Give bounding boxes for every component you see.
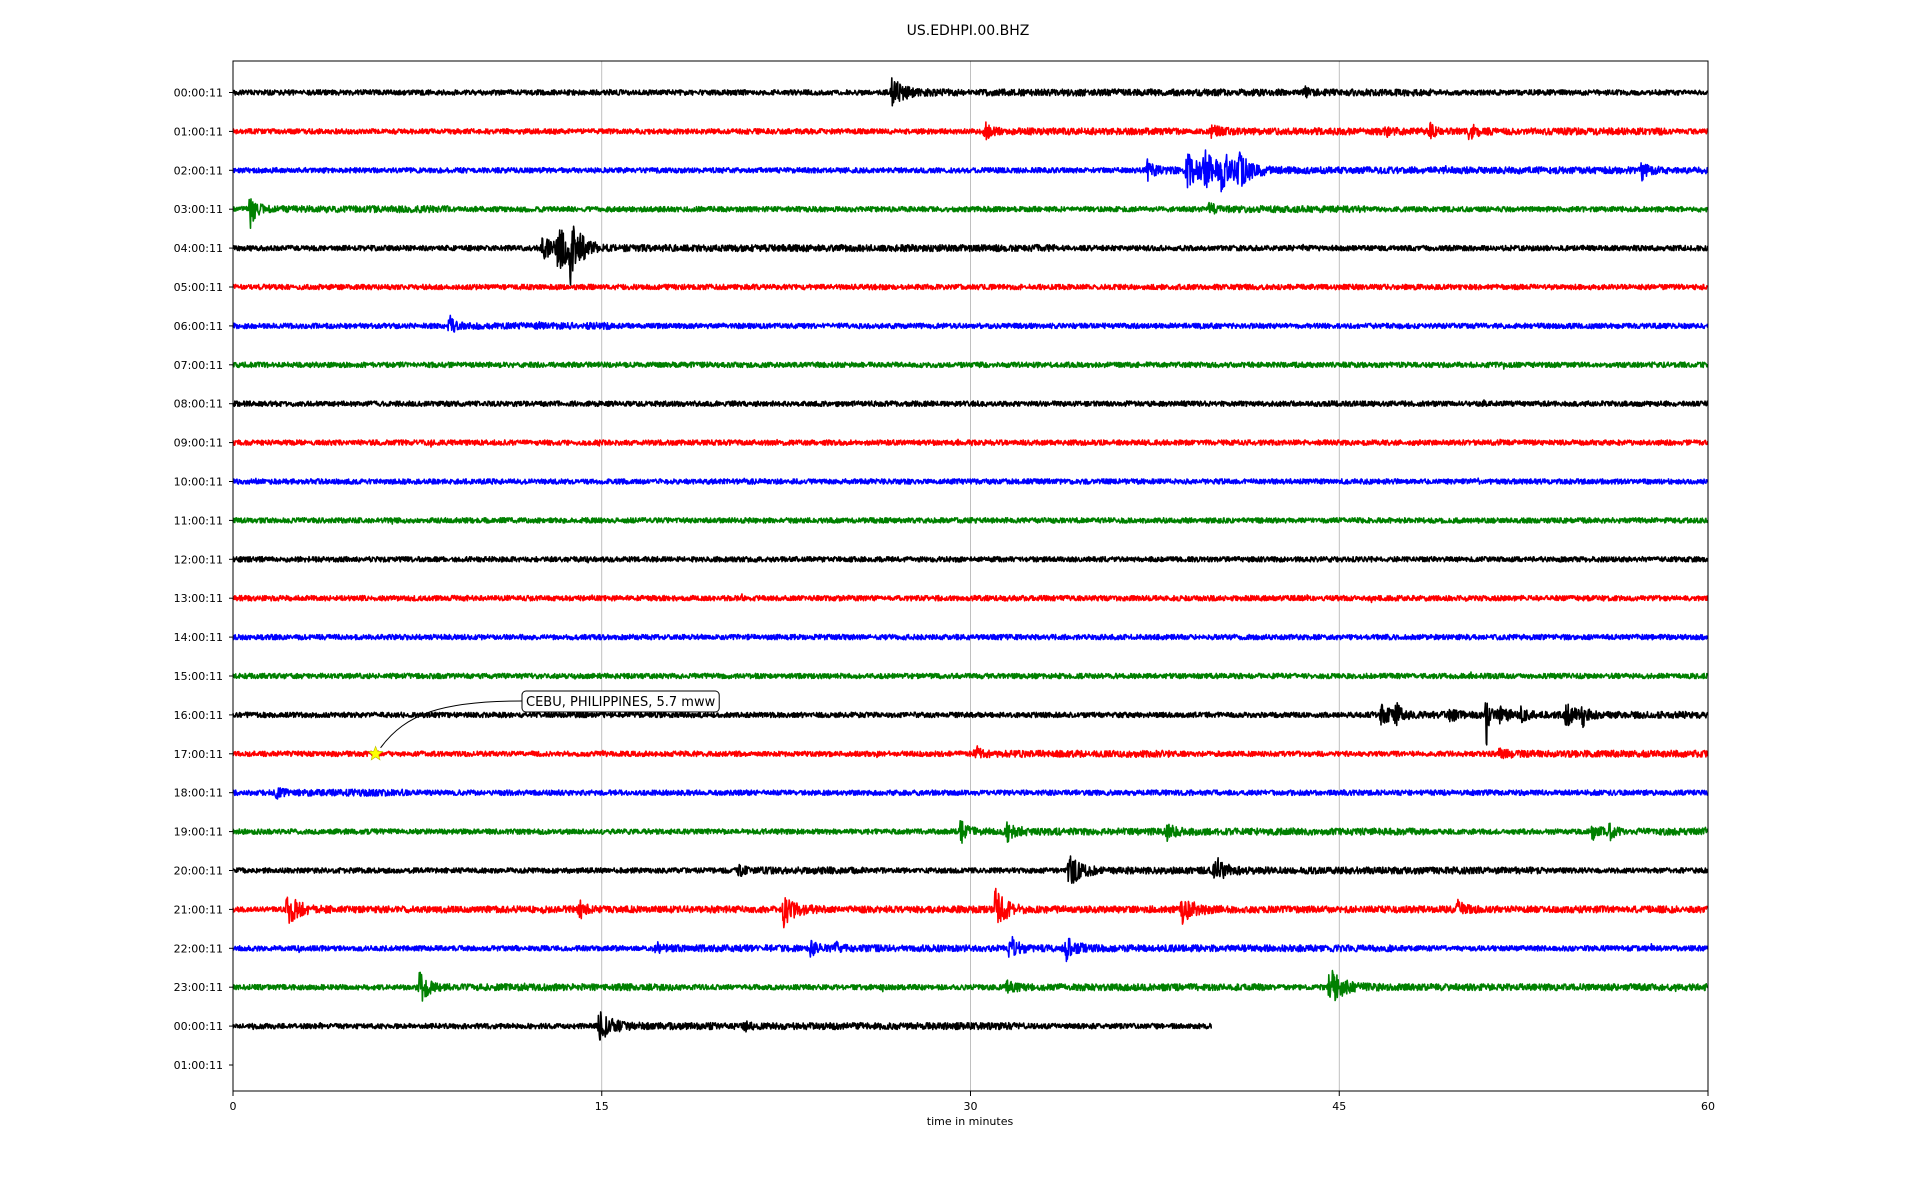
row-time-label: 13:00:11 [174,592,223,605]
row-time-label: 21:00:11 [174,903,223,916]
trace-line [232,819,1709,844]
row-time-label: 22:00:11 [174,942,223,955]
event-star-icon [367,745,384,761]
trace-line [232,787,1709,800]
annotation-text: CEBU, PHILIPPINES, 5.7 mww [526,695,716,710]
trace-line [232,121,1709,141]
trace-line [232,477,1709,486]
chart-title: US.EDHPI.00.BHZ [907,23,1030,39]
row-time-label: 15:00:11 [174,670,223,683]
trace-line [232,855,1709,885]
row-time-label: 09:00:11 [174,437,223,450]
x-tick-label: 0 [230,1100,237,1113]
row-time-label: 00:00:11 [174,1020,223,1033]
row-time-label: 04:00:11 [174,242,223,255]
trace-line [232,283,1709,291]
row-time-label: 02:00:11 [174,164,223,177]
row-time-label: 01:00:11 [174,1059,223,1072]
row-time-label: 14:00:11 [174,631,223,644]
annotation-box [521,690,720,713]
trace-line [232,701,1709,746]
row-time-label: 20:00:11 [174,865,223,878]
grid-lines [601,61,1340,1091]
x-tick-label: 30 [964,1100,978,1113]
row-time-label: 23:00:11 [174,981,223,994]
trace-line [232,77,1708,107]
row-time-label: 12:00:11 [174,553,223,566]
row-time-label: 05:00:11 [174,281,223,294]
x-tick-label: 45 [1332,1100,1346,1113]
row-time-label: 03:00:11 [174,203,223,216]
trace-line [232,593,1709,604]
trace-line [232,149,1709,193]
x-axis-label: time in minutes [927,1115,1014,1128]
trace-line [232,633,1708,641]
x-tick-label: 15 [595,1100,609,1113]
trace-line [232,198,1709,229]
trace-line [232,671,1709,680]
row-time-label: 10:00:11 [174,476,223,489]
row-time-label: 06:00:11 [174,320,223,333]
row-time-label: 17:00:11 [174,748,223,761]
trace-line [232,399,1708,408]
row-time-label: 16:00:11 [174,709,223,722]
row-time-label: 08:00:11 [174,398,223,411]
trace-line [232,1011,1213,1041]
trace-line [232,935,1709,963]
trace-line [232,314,1709,333]
trace-line [232,516,1709,525]
trace-line [232,361,1709,370]
row-time-label: 00:00:11 [174,87,223,100]
trace-line [232,887,1709,929]
annotation-arrow [380,700,523,749]
trace-line [232,969,1709,1002]
event-annotation: CEBU, PHILIPPINES, 5.7 mww [367,690,720,761]
row-time-label: 18:00:11 [174,787,223,800]
row-time-labels: 00:00:11 01:00:11 02:00:11 03:00:11 04:00:11… [174,87,233,1072]
x-axis-ticks: 0 15 30 45 60 [230,1091,1715,1113]
trace-area [232,77,1709,1041]
row-time-label: 11:00:11 [174,514,223,527]
row-time-label: 01:00:11 [174,125,223,138]
row-time-label: 07:00:11 [174,359,223,372]
trace-line [232,745,1709,760]
trace-line [232,225,1709,286]
trace-line [232,438,1709,448]
row-time-label: 19:00:11 [174,826,223,839]
trace-line [232,555,1709,564]
x-tick-label: 60 [1701,1100,1715,1113]
